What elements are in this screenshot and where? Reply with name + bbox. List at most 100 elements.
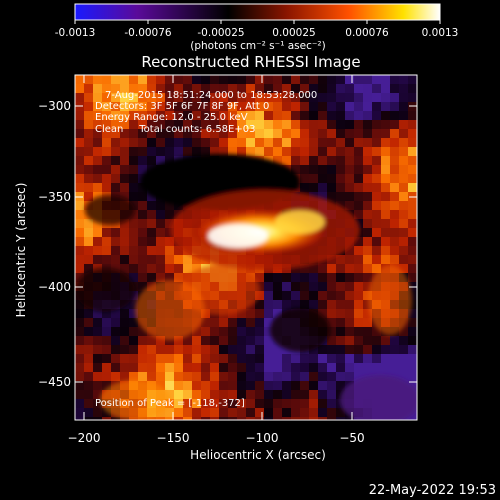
image-pixel — [336, 417, 345, 420]
image-pixel — [183, 93, 192, 102]
image-pixel — [93, 327, 102, 336]
image-pixel — [354, 264, 363, 273]
image-pixel — [75, 219, 84, 228]
x-tick-label: −200 — [68, 431, 101, 445]
image-pixel — [129, 300, 138, 309]
image-pixel — [102, 309, 111, 318]
image-pixel — [237, 390, 246, 399]
image-pixel — [183, 129, 192, 138]
image-pixel — [363, 264, 372, 273]
image-pixel — [327, 291, 336, 300]
image-pixel — [147, 417, 156, 420]
image-pixel — [300, 102, 309, 111]
image-pixel — [408, 354, 417, 363]
image-pixel — [345, 336, 354, 345]
image-pixel — [102, 84, 111, 93]
image-pixel — [327, 300, 336, 309]
image-pixel — [408, 345, 417, 354]
image-pixel — [273, 147, 282, 156]
image-pixel — [354, 318, 363, 327]
image-pixel — [138, 228, 147, 237]
image-pixel — [138, 219, 147, 228]
image-pixel — [327, 84, 336, 93]
image-pixel — [219, 138, 228, 147]
image-pixel — [309, 390, 318, 399]
image-pixel — [147, 255, 156, 264]
image-pixel — [120, 318, 129, 327]
image-pixel — [354, 309, 363, 318]
image-pixel — [165, 219, 174, 228]
image-pixel — [201, 363, 210, 372]
image-pixel — [327, 363, 336, 372]
peak-position-label: Position of Peak = [-118,-372] — [95, 398, 245, 409]
image-pixel — [102, 156, 111, 165]
image-pixel — [345, 174, 354, 183]
image-pixel — [219, 390, 228, 399]
image-pixel — [255, 93, 264, 102]
image-pixel — [372, 111, 381, 120]
image-pixel — [381, 93, 390, 102]
image-pixel — [390, 354, 399, 363]
image-pixel — [390, 138, 399, 147]
image-pixel — [354, 147, 363, 156]
image-pixel — [174, 345, 183, 354]
image-pixel — [408, 291, 417, 300]
image-pixel — [363, 246, 372, 255]
timestamp: 22-May-2022 19:53 — [369, 483, 496, 498]
image-pixel — [345, 192, 354, 201]
image-pixel — [282, 111, 291, 120]
image-pixel — [147, 84, 156, 93]
image-pixel — [309, 93, 318, 102]
image-pixel — [318, 390, 327, 399]
image-pixel — [354, 93, 363, 102]
image-pixel — [354, 165, 363, 174]
image-pixel — [273, 309, 282, 318]
image-pixel — [273, 345, 282, 354]
image-pixel — [273, 354, 282, 363]
image-pixel — [354, 282, 363, 291]
image-pixel — [336, 309, 345, 318]
image-pixel — [75, 237, 84, 246]
image-pixel — [255, 345, 264, 354]
image-pixel — [363, 273, 372, 282]
image-pixel — [75, 327, 84, 336]
image-pixel — [255, 390, 264, 399]
image-pixel — [93, 102, 102, 111]
image-pixel — [174, 408, 183, 417]
image-pixel — [192, 147, 201, 156]
image-pixel — [336, 318, 345, 327]
image-pixel — [345, 129, 354, 138]
image-pixel — [165, 381, 174, 390]
image-pixel — [327, 381, 336, 390]
image-pixel — [255, 327, 264, 336]
image-pixel — [381, 201, 390, 210]
image-pixel — [300, 165, 309, 174]
image-pixel — [345, 255, 354, 264]
image-pixel — [165, 147, 174, 156]
image-pixel — [255, 102, 264, 111]
image-pixel — [336, 147, 345, 156]
image-pixel — [129, 111, 138, 120]
image-pixel — [336, 354, 345, 363]
image-pixel — [84, 183, 93, 192]
image-pixel — [327, 372, 336, 381]
image-pixel — [102, 138, 111, 147]
image-pixel — [210, 345, 219, 354]
image-pixel — [372, 93, 381, 102]
image-pixel — [183, 363, 192, 372]
image-pixel — [102, 354, 111, 363]
image-pixel — [147, 354, 156, 363]
image-pixel — [210, 390, 219, 399]
image-pixel — [165, 273, 174, 282]
image-pixel — [318, 174, 327, 183]
image-pixel — [363, 120, 372, 129]
image-pixel — [84, 102, 93, 111]
image-pixel — [372, 138, 381, 147]
image-pixel — [129, 84, 138, 93]
image-pixel — [246, 75, 255, 84]
image-pixel — [399, 129, 408, 138]
image-pixel — [291, 372, 300, 381]
image-pixel — [273, 75, 282, 84]
image-pixel — [93, 228, 102, 237]
image-pixel — [300, 354, 309, 363]
